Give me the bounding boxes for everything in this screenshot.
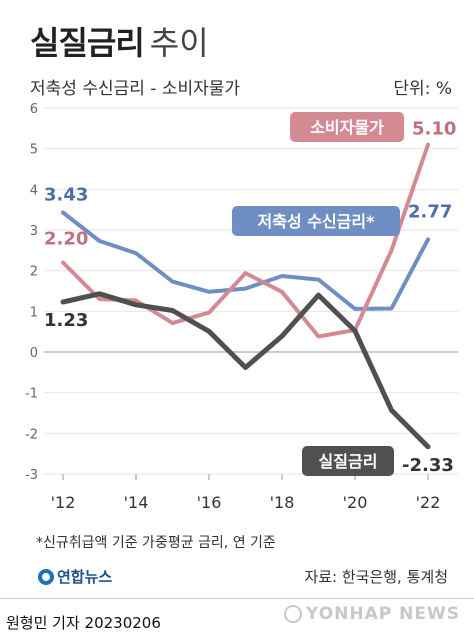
logo-icon (38, 568, 54, 585)
end-value-label-1: 5.10 (412, 119, 456, 140)
start-value-label-1: 2.20 (44, 229, 88, 250)
y-tick-label: -1 (25, 387, 38, 402)
x-tick-label: '12 (51, 493, 76, 512)
legend-tag-0 (232, 206, 400, 236)
y-tick-label: 5 (30, 143, 38, 158)
legend-tag-label-2: 실질금리 (319, 452, 378, 471)
unit-label: 단위: % (393, 79, 452, 99)
watermark: YONHAP NEWS (284, 604, 460, 624)
footnote: *신규취급액 기준 가중평균 금리, 연 기준 (36, 535, 276, 551)
yonhap-logo: 연합뉴스 (38, 566, 112, 587)
y-tick-label: 3 (30, 224, 38, 239)
x-tick-label: '16 (197, 493, 222, 512)
end-value-label-2: -2.33 (402, 455, 454, 476)
legend-tag-1 (290, 112, 404, 142)
y-tick-label: -2 (25, 427, 38, 442)
start-value-label-0: 3.43 (44, 185, 88, 206)
start-value-label-2: 1.23 (44, 310, 88, 331)
series-line-2 (60, 291, 431, 450)
x-tick-label: '22 (416, 493, 441, 512)
x-tick-label: '20 (343, 493, 368, 512)
y-tick-label: 2 (30, 265, 38, 280)
watermark-icon (284, 605, 303, 623)
x-tick-label: '18 (270, 493, 295, 512)
end-value-label-0: 2.77 (408, 201, 452, 222)
watermark-text: YONHAP NEWS (306, 604, 460, 624)
y-tick-label: -3 (25, 468, 38, 483)
chart-title: 실질금리 추이 (30, 18, 209, 64)
legend-tag-label-0: 저축성 수신금리* (258, 212, 376, 231)
x-tick-label: '14 (124, 493, 149, 512)
title-main: 실질금리 (30, 24, 145, 62)
y-tick-label: 6 (30, 102, 38, 117)
source-text: 자료: 한국은행, 통계청 (304, 568, 448, 586)
y-tick-label: 0 (30, 346, 38, 361)
divider (0, 598, 474, 599)
chart-subtitle: 저축성 수신금리 - 소비자물가 (30, 79, 241, 99)
y-tick-label: 1 (30, 305, 38, 320)
line-chart: 6 5 4 3 2 1 0 -1 -2 -3 '12 '14 '16 '18 '20 '22 3.43 2.20 1… (25, 102, 458, 512)
legend-tag-label-1: 소비자물가 (310, 118, 384, 137)
logo-text: 연합뉴스 (57, 568, 113, 586)
series-line-0 (61, 210, 430, 311)
reporter-credit: 원형민 기자 20230206 (6, 614, 161, 632)
legend-tag-2 (302, 446, 394, 476)
y-tick-label: 4 (30, 183, 38, 198)
title-sub: 추이 (149, 24, 209, 62)
